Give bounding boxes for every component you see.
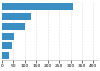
Bar <box>2 23 25 30</box>
Bar <box>2 42 12 49</box>
Bar <box>2 3 73 11</box>
Bar <box>2 52 9 59</box>
Bar <box>2 13 31 20</box>
Bar <box>2 33 14 40</box>
